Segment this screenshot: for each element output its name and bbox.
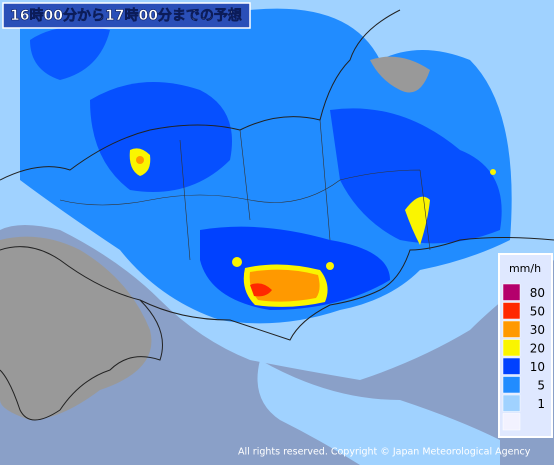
- copyright: All rights reserved. Copyright © Japan M…: [238, 447, 531, 458]
- legend-swatch: [502, 320, 521, 338]
- legend-label: 80: [530, 286, 545, 300]
- legend-swatch: [502, 376, 521, 394]
- legend-label: 5: [537, 378, 545, 392]
- legend-label: 30: [530, 323, 545, 337]
- legend-unit: mm/h: [509, 262, 541, 275]
- legend-label: 20: [530, 341, 545, 355]
- legend-swatch: [502, 413, 521, 431]
- legend-swatch: [502, 283, 521, 301]
- legend-label: 10: [530, 360, 545, 374]
- title: 16時00分から17時00分までの予想: [10, 7, 242, 24]
- legend: mm/h 80 50 30 20 10 5 1: [498, 253, 553, 438]
- legend-swatch: [502, 339, 521, 357]
- title-box: [2, 2, 251, 29]
- legend-swatch: [502, 302, 521, 320]
- legend-label: 50: [530, 304, 545, 318]
- coastlines: [0, 9, 554, 421]
- legend-label: 1: [537, 397, 545, 411]
- legend-swatch: [502, 394, 521, 412]
- legend-swatch: [502, 357, 521, 375]
